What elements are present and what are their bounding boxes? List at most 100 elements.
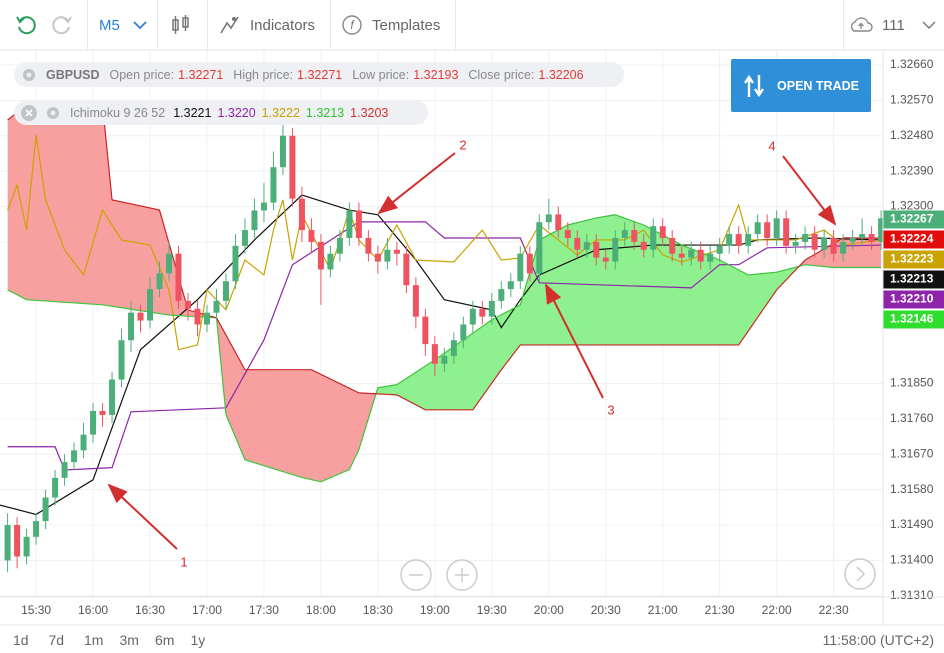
price-label: 1.32210 — [890, 292, 934, 306]
clock: 11:58:00 (UTC+2) — [822, 632, 934, 648]
divider — [330, 0, 331, 50]
redo-button[interactable] — [50, 0, 74, 50]
range-button[interactable]: 7d — [48, 632, 65, 648]
open-trade-button[interactable]: OPEN TRADE — [731, 59, 871, 112]
candle-body — [773, 218, 780, 238]
candle-body — [564, 230, 571, 238]
arrow — [782, 155, 837, 226]
price-label: 1.32146 — [890, 312, 934, 326]
price-label-box — [883, 310, 944, 329]
settings-icon[interactable] — [44, 104, 62, 122]
divider — [157, 0, 158, 50]
button-label: OPEN TRADE — [777, 78, 859, 93]
candle-body — [450, 340, 457, 356]
candle-body — [802, 234, 809, 242]
candle-body — [14, 525, 21, 557]
candle-body — [308, 230, 315, 242]
indicators-button[interactable]: Indicators — [218, 0, 315, 50]
candle-body — [859, 234, 866, 238]
candle-body — [232, 245, 239, 282]
x-tick-label: 19:30 — [477, 603, 507, 617]
price-label: 1.32267 — [890, 212, 934, 226]
y-tick-label: 1.32660 — [890, 57, 934, 71]
range-button[interactable]: 6m — [155, 632, 175, 648]
candle-body — [536, 222, 543, 274]
candle-body — [707, 253, 714, 262]
icon — [744, 74, 765, 97]
price-label: 1.32213 — [890, 272, 934, 286]
candle-body — [726, 234, 733, 246]
y-tick-label: 1.31490 — [890, 517, 934, 531]
candle-body — [384, 249, 391, 262]
x-tick-label: 20:30 — [591, 603, 621, 617]
candle-body — [184, 300, 191, 309]
candle-body — [317, 241, 324, 270]
templates-label: Templates — [372, 16, 441, 34]
account-menu[interactable]: 111 — [848, 0, 939, 50]
y-tick-label: 1.32390 — [890, 163, 934, 177]
scroll-right-button[interactable] — [844, 558, 876, 590]
remove-icon[interactable] — [20, 104, 38, 122]
field-value: 1.32193 — [413, 67, 459, 82]
range-button[interactable]: 1y — [190, 632, 206, 648]
candle-body — [488, 300, 495, 317]
candle-body — [460, 324, 467, 341]
candle-body — [669, 237, 676, 254]
arrow — [107, 483, 178, 550]
x-tick-label: 15:30 — [21, 603, 51, 617]
indicator-line — [0, 194, 882, 516]
zoom-controls — [400, 558, 876, 591]
indicator-value: 1.3213 — [305, 105, 345, 120]
candle-body — [469, 308, 476, 325]
candle-body — [840, 241, 847, 254]
timeframe-select[interactable]: M5 — [99, 0, 150, 50]
candle-body — [821, 237, 828, 250]
candle-body — [583, 241, 590, 250]
indicator-line — [7, 104, 882, 411]
indicator-value: 1.3221 — [173, 105, 212, 120]
candle-body — [593, 241, 600, 258]
x-tick-label: 18:30 — [363, 603, 393, 617]
icon[interactable] — [20, 66, 38, 84]
price-axis: 1.31310 1.31400 1.31490 1.31580 1.31670 1.317… — [883, 57, 944, 602]
candle-body — [52, 477, 59, 498]
candle-body — [498, 289, 505, 301]
y-tick-label: 1.31580 — [890, 482, 934, 496]
x-tick-label: 22:30 — [819, 603, 849, 617]
candle-body — [336, 237, 343, 254]
indicator-value: 1.3222 — [261, 105, 300, 120]
candle-body — [697, 249, 704, 262]
candle-body — [241, 230, 248, 246]
candle-body — [441, 355, 448, 364]
range-button[interactable]: 3m — [119, 632, 139, 648]
x-tick-label: 16:30 — [135, 603, 165, 617]
templates-button[interactable]: f Templates — [341, 0, 440, 50]
candle-body — [422, 316, 429, 345]
range-button[interactable]: 1d — [13, 632, 29, 648]
candle-body — [33, 521, 40, 537]
candle-body — [792, 241, 799, 246]
indicator-line — [7, 221, 882, 471]
candle-body — [574, 237, 581, 250]
field-value: 1.32271 — [178, 67, 224, 82]
candle-body — [783, 218, 790, 246]
candle-body — [260, 202, 267, 211]
cloud-fill — [7, 105, 882, 482]
x-tick-label: 20:00 — [534, 603, 564, 617]
undo-button[interactable] — [14, 0, 38, 50]
icon — [133, 21, 147, 30]
candle-body — [526, 253, 533, 274]
symbol: GBPUSD — [46, 67, 100, 82]
candle-body — [355, 210, 362, 238]
annotation: 3 — [607, 402, 614, 417]
candle-body — [811, 234, 818, 250]
price-label-box — [883, 270, 944, 289]
candle-body — [678, 253, 685, 258]
chart-type-button[interactable] — [170, 0, 192, 50]
range-button[interactable]: 1m — [84, 632, 104, 648]
x-tick-label: 21:00 — [648, 603, 678, 617]
arrows — [107, 152, 837, 550]
field-value: 1.32271 — [297, 67, 343, 82]
candle-body — [298, 198, 305, 231]
